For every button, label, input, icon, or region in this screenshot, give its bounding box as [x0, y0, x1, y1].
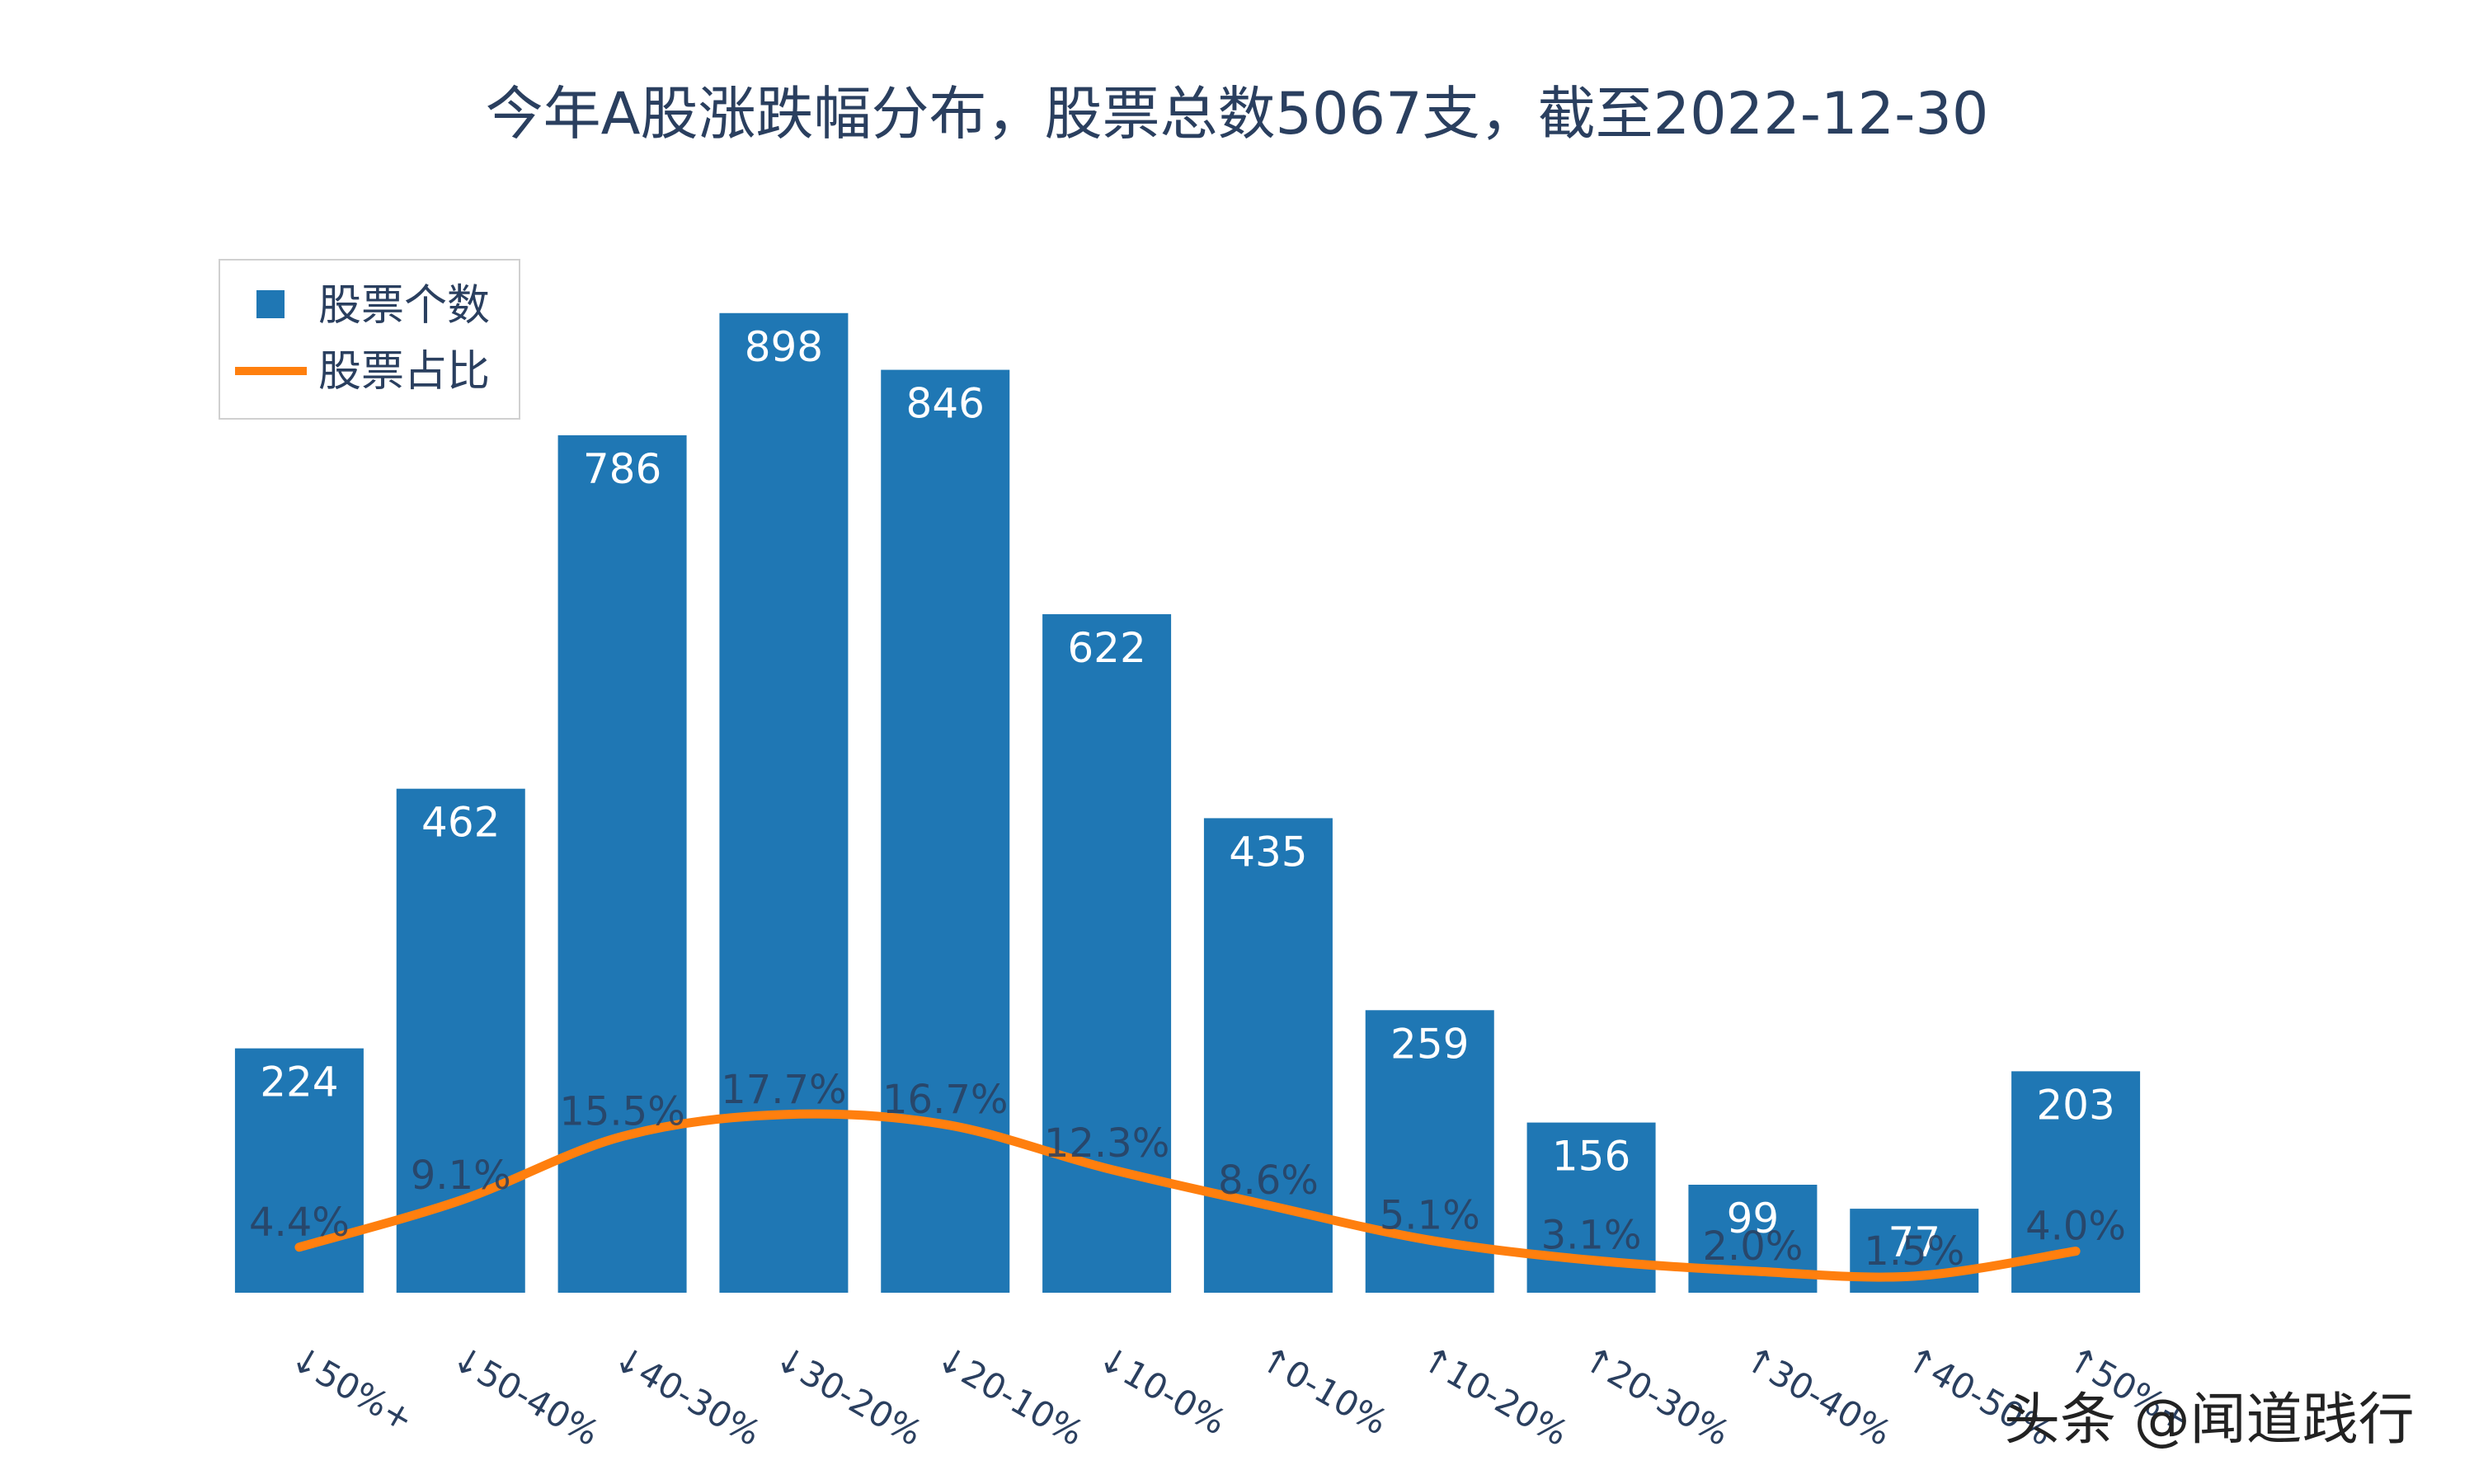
bar-value-label: 224 [260, 1059, 338, 1106]
legend-line-label: 股票占比 [318, 347, 490, 397]
share-value-label: 1.5% [1864, 1228, 1964, 1275]
bar[interactable] [234, 1048, 364, 1293]
bar-value-label: 156 [1552, 1133, 1630, 1181]
chart-title: 今年A股涨跌幅分布，股票总数5067支，截至2022-12-30 [486, 80, 1989, 148]
x-tick-label: ↓40-30% [607, 1337, 768, 1453]
bars-layer: 224 462 786 898 846 622 435 259 156 99 77 203 [234, 312, 2141, 1294]
bar-value-label: 77 [1888, 1219, 1940, 1266]
bar[interactable] [719, 312, 849, 1293]
share-value-label: 2.0% [1702, 1223, 1803, 1270]
share-value-label: 3.1% [1541, 1212, 1642, 1258]
legend[interactable]: 股票个数 股票占比 [219, 259, 520, 420]
x-tick-label: ↓20-10% [929, 1337, 1090, 1453]
share-value-label: 9.1% [411, 1153, 511, 1199]
line-layer: 4.4% 9.1% 15.5% 17.7% 16.7% 12.3% 8.6% 5.1% 3.1%… [249, 1067, 2126, 1282]
bar-value-label: 203 [2036, 1081, 2114, 1129]
share-value-label: 16.7% [882, 1077, 1008, 1123]
bar-value-label: 259 [1390, 1020, 1469, 1068]
x-axis-ticks: ↓50%+ ↓50-40% ↓40-30% ↓30-20% ↓20-10% ↓10-0% ↑… [284, 1337, 2197, 1453]
share-value-label: 5.1% [1380, 1192, 1480, 1238]
x-tick-label: ↑30-40% [1737, 1337, 1898, 1453]
legend-bar-label: 股票个数 [318, 281, 490, 331]
x-tick-label: ↓50-40% [445, 1337, 606, 1453]
bar[interactable] [557, 434, 687, 1294]
bar[interactable] [1203, 818, 1333, 1293]
share-line[interactable] [294, 1109, 2081, 1282]
bar[interactable] [396, 788, 525, 1293]
bar[interactable] [1042, 613, 1172, 1293]
x-tick-label: ↓50%+ [284, 1337, 421, 1439]
legend-box [219, 259, 520, 420]
bar-value-label: 99 [1727, 1195, 1780, 1242]
share-value-label: 15.5% [559, 1088, 684, 1134]
bar-value-label: 846 [906, 380, 985, 428]
bar-value-label: 898 [745, 323, 823, 371]
x-tick-label: ↑20-30% [1576, 1337, 1737, 1453]
share-value-label: 4.0% [2025, 1204, 2126, 1250]
share-value-label: 8.6% [1218, 1158, 1319, 1204]
share-value-label: 17.7% [721, 1067, 846, 1113]
bar-value-label: 786 [583, 445, 661, 493]
bar-value-label: 435 [1229, 828, 1307, 876]
bar-value-label: 462 [421, 799, 500, 847]
bar-value-label: 622 [1067, 624, 1145, 672]
x-tick-label: ↑0-10% [1253, 1337, 1395, 1443]
bar[interactable] [881, 369, 1010, 1294]
x-tick-label: ↑10-20% [1414, 1337, 1575, 1453]
x-tick-label: ↓30-20% [768, 1337, 929, 1453]
share-value-label: 4.4% [249, 1200, 350, 1246]
x-tick-label: ↓10-0% [1091, 1337, 1233, 1443]
share-value-label: 12.3% [1044, 1120, 1169, 1167]
legend-bar-swatch [256, 290, 285, 318]
watermark-text: 头条 @闻道践行 [2004, 1388, 2415, 1453]
